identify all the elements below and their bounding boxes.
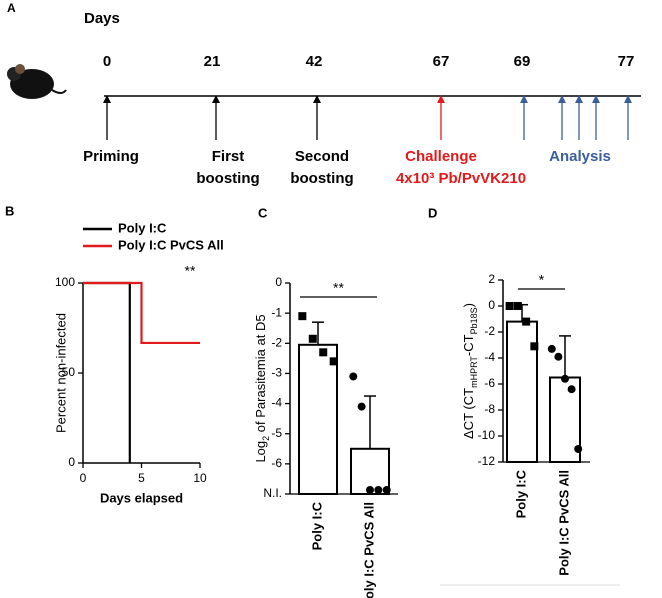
arrow-head bbox=[592, 95, 600, 103]
y-tick-label: 0 bbox=[275, 275, 282, 289]
annotation: * bbox=[539, 272, 545, 288]
data-point bbox=[366, 486, 374, 494]
data-point bbox=[374, 486, 383, 494]
y-tick-label: 2 bbox=[488, 272, 495, 286]
event-label: boosting bbox=[196, 170, 259, 187]
data-point bbox=[298, 312, 307, 321]
y-axis-label-part: -CT bbox=[461, 334, 476, 356]
y-axis-label-part: ) bbox=[461, 303, 476, 307]
arrow-head bbox=[624, 95, 632, 103]
event-label: Second bbox=[295, 148, 349, 165]
y-tick-label: -2 bbox=[271, 335, 282, 349]
data-point bbox=[329, 357, 338, 366]
data-point bbox=[505, 302, 514, 310]
event-label: 4x10³ Pb/PvVK210 bbox=[396, 170, 526, 187]
y-tick-label: 100 bbox=[55, 275, 75, 289]
data-point bbox=[513, 302, 522, 310]
x-tick-label: Poly I:C PvCS All bbox=[556, 470, 571, 576]
y-axis-label-part: ΔCT (CT bbox=[461, 388, 476, 439]
y-axis-label-part: mHPRT bbox=[469, 356, 479, 388]
y-axis-label-part: of Parasitemia at D5 bbox=[253, 314, 268, 435]
panel-label: A bbox=[7, 1, 16, 15]
data-point bbox=[554, 352, 563, 361]
y-tick-label: 0 bbox=[68, 455, 75, 469]
mouse-icon bbox=[7, 64, 67, 99]
legend-label: Poly I:C PvCS All bbox=[118, 237, 224, 252]
axis-title: Days bbox=[84, 10, 120, 27]
y-axis-label-part: 2 bbox=[261, 436, 271, 441]
y-tick-label: -8 bbox=[484, 402, 495, 416]
data-point bbox=[357, 402, 366, 411]
arrow-head bbox=[313, 95, 321, 103]
y-tick-label: -6 bbox=[271, 456, 282, 470]
x-tick-label: 5 bbox=[138, 471, 145, 485]
y-tick-label: -6 bbox=[484, 376, 495, 390]
y-tick-label: -1 bbox=[271, 305, 282, 319]
data-point bbox=[567, 385, 576, 394]
bar bbox=[298, 343, 338, 495]
event-label: Priming bbox=[83, 148, 139, 165]
x-tick-label: Poly I:C bbox=[513, 469, 528, 518]
annotation: ** bbox=[333, 280, 344, 296]
y-axis-label: ΔCT (CTmHPRT-CTPb18S) bbox=[461, 303, 479, 439]
survival-line bbox=[83, 281, 131, 463]
event-label: First bbox=[212, 148, 245, 165]
panel-label: D bbox=[428, 205, 437, 220]
annotation: ** bbox=[185, 263, 196, 279]
x-tick-label: Poly I:C bbox=[309, 501, 324, 550]
y-tick-label: -2 bbox=[484, 324, 495, 338]
arrow-head bbox=[520, 95, 528, 103]
y-tick-label: 50 bbox=[62, 365, 76, 379]
data-point bbox=[308, 334, 317, 343]
y-tick-label: -10 bbox=[478, 428, 496, 442]
y-axis-label-part: Log bbox=[253, 441, 268, 463]
panel-label: B bbox=[5, 203, 14, 218]
y-tick-label: -4 bbox=[484, 350, 495, 364]
data-point bbox=[349, 372, 358, 381]
event-label: Challenge bbox=[405, 148, 477, 165]
y-tick-label: -4 bbox=[271, 396, 282, 410]
arrow-head bbox=[575, 95, 583, 103]
data-point bbox=[547, 344, 556, 353]
x-tick-label: 0 bbox=[80, 471, 87, 485]
x-tick-label: Poly I:C PvCS All bbox=[361, 502, 376, 598]
arrow-head bbox=[437, 95, 445, 103]
day-label: 77 bbox=[618, 53, 635, 70]
y-tick-label: -12 bbox=[478, 454, 496, 468]
event-label: Analysis bbox=[549, 148, 611, 165]
bar bbox=[350, 447, 390, 495]
data-point bbox=[319, 348, 328, 357]
arrow-head bbox=[103, 95, 111, 103]
data-point bbox=[574, 445, 583, 453]
data-point bbox=[382, 486, 391, 494]
panel-label: C bbox=[258, 205, 268, 220]
y-tick-label: N.I. bbox=[263, 486, 282, 500]
day-label: 67 bbox=[433, 53, 450, 70]
day-label: 21 bbox=[204, 53, 221, 70]
y-tick-label: -3 bbox=[271, 366, 282, 380]
event-label: boosting bbox=[290, 170, 353, 187]
survival-line bbox=[83, 281, 200, 345]
day-label: 69 bbox=[514, 53, 531, 70]
x-axis-label: Days elapsed bbox=[100, 490, 183, 505]
y-tick-label: 0 bbox=[488, 298, 495, 312]
day-label: 42 bbox=[306, 53, 323, 70]
y-axis-label: Log2 of Parasitemia at D5 bbox=[253, 314, 271, 462]
y-axis-label: Percent non-infected bbox=[53, 313, 68, 433]
arrow-head bbox=[212, 95, 220, 103]
y-axis-label-part: Pb18S bbox=[469, 307, 479, 334]
day-label: 0 bbox=[103, 53, 111, 70]
y-tick-label: -5 bbox=[271, 426, 282, 440]
arrow-head bbox=[558, 95, 566, 103]
legend-label: Poly I:C bbox=[118, 220, 167, 235]
data-point bbox=[561, 374, 569, 383]
data-point bbox=[522, 317, 531, 326]
x-tick-label: 10 bbox=[193, 471, 207, 485]
data-point bbox=[530, 342, 539, 351]
